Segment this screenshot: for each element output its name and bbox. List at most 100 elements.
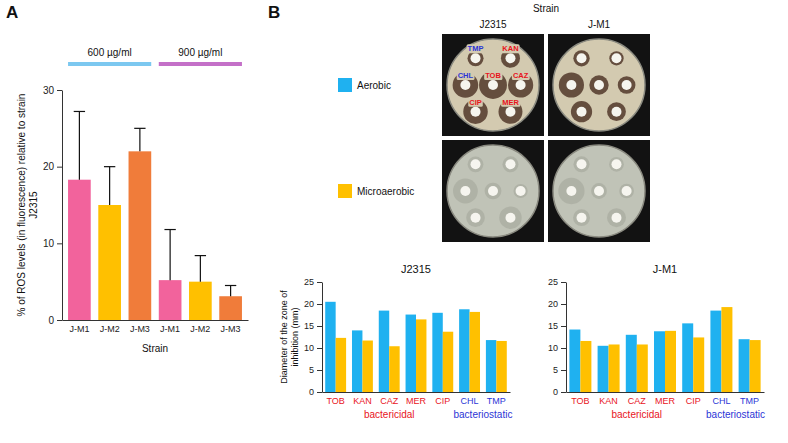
x-tick: MER (655, 396, 676, 406)
y-tick-mark (317, 348, 322, 349)
error-bar (139, 128, 140, 151)
x-axis: TOBKANCAZMERCIPCHLTMP (323, 393, 511, 407)
antibiotic-disk (488, 80, 498, 90)
y-axis: 0510152025 (548, 277, 567, 397)
y-axis-line (62, 91, 63, 321)
bar (654, 331, 665, 392)
bar (598, 346, 609, 392)
y-tick-mark (57, 243, 62, 244)
y-tick-mark (561, 304, 566, 305)
inhibition-zone (607, 208, 626, 227)
bar (710, 311, 721, 392)
y-tick: 10 (43, 238, 62, 249)
plot-marks (325, 302, 507, 392)
bar (443, 332, 453, 392)
inhibition-zone (558, 178, 584, 204)
y-tick-mark (561, 370, 566, 371)
label-patch (512, 71, 530, 80)
x-tick-label: MER (406, 396, 427, 406)
error-cap (74, 111, 85, 112)
x-tick: KAN (353, 396, 372, 406)
y-tick: 15 (304, 321, 322, 331)
legend: AerobicMicroaerobic (338, 78, 414, 198)
bar (389, 346, 399, 392)
disk-label: TMP (468, 44, 484, 53)
x-tick: TMP (487, 396, 506, 406)
bar (682, 323, 693, 392)
label-patch (501, 98, 520, 107)
disk-label-group: CHL (457, 71, 475, 80)
inhibition-zone (466, 208, 485, 227)
antibiotic-disk (516, 186, 526, 196)
y-tick: 30 (43, 85, 62, 96)
y-axis: 0510152025 (304, 277, 323, 397)
panel-letter: A (6, 3, 18, 22)
inhibition-zone (514, 184, 528, 198)
y-tick-mark (561, 348, 566, 349)
antibiotic-disk (488, 186, 498, 196)
plate (447, 39, 539, 131)
y-tick: 0 (48, 315, 62, 326)
legend-label: Aerobic (357, 80, 391, 91)
inhibition-zone (453, 179, 478, 204)
disk-label-group: TOB (484, 71, 502, 80)
antibiotic-disk (577, 213, 587, 223)
antibiotic-disk (566, 80, 576, 90)
y-axis-title-line: % of ROS levels (in fluorescence) relati… (16, 94, 27, 317)
bar (496, 341, 506, 392)
bar (721, 307, 732, 392)
legend-swatch (338, 78, 352, 92)
plate-background (442, 34, 544, 136)
label-patch (501, 44, 519, 53)
inhibition-zone (591, 183, 607, 199)
y-tick-mark (561, 392, 566, 393)
y-tick-mark (561, 282, 566, 283)
x-tick-label: CIP (435, 396, 450, 406)
x-tick-label: J-M2 (100, 324, 120, 334)
y-tick-label: 0 (309, 387, 314, 397)
y-tick: 0 (553, 387, 566, 397)
figure: 0102030J-M1J-M2J-M3J-M1J-M2J-M3600 µg/ml… (0, 0, 788, 443)
figure-svg: 0102030J-M1J-M2J-M3J-M1J-M2J-M3600 µg/ml… (0, 0, 788, 443)
x-tick: TOB (571, 396, 589, 406)
bar (693, 337, 704, 392)
inhibition-zone (589, 75, 608, 94)
y-tick-label: 10 (43, 238, 55, 249)
group-label: bactericidal (364, 409, 415, 420)
bar (406, 315, 416, 392)
y-tick-label: 20 (304, 299, 314, 309)
bar (379, 311, 389, 392)
bar (626, 335, 637, 392)
inhibition-zone (503, 156, 519, 172)
error-cap (195, 255, 206, 256)
antibiotic-disk (611, 213, 621, 223)
x-tick-label: KAN (599, 396, 618, 406)
x-tick: CHL (461, 396, 479, 406)
x-tick-label: CAZ (380, 396, 399, 406)
y-tick-mark (317, 370, 322, 371)
antibiotic-disk (577, 107, 587, 117)
plate (553, 39, 645, 131)
inhibition-zone (485, 183, 502, 200)
y-tick-mark (57, 320, 62, 321)
disk-label-group: KAN (501, 44, 519, 53)
disk-label: TOB (485, 71, 501, 80)
plates-title: Strain (533, 3, 559, 14)
bar (665, 331, 676, 392)
chart-title: J2315 (401, 263, 431, 275)
bar (609, 344, 620, 392)
antibiotic-disk (577, 159, 587, 169)
y-tick-label: 10 (548, 343, 558, 353)
disk-label-group: CAZ (512, 71, 530, 80)
y-tick-mark (561, 326, 566, 327)
x-tick: MER (406, 396, 427, 406)
strain-label: J-M1 (588, 19, 611, 30)
disk-label: KAN (502, 44, 518, 53)
error-cap (225, 285, 236, 286)
plot-marks (569, 307, 760, 392)
inhibition-zone (499, 206, 521, 228)
inhibition-zone (609, 157, 624, 172)
x-axis-title: Strain (142, 343, 168, 354)
label-patch (457, 71, 475, 80)
y-tick-label: 20 (43, 161, 55, 172)
